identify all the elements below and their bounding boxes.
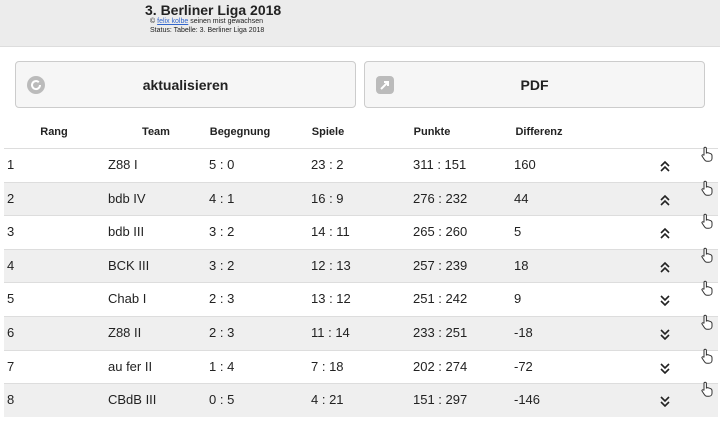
table-cell: 5 : 0 xyxy=(209,157,235,172)
table-cell: 202 : 274 xyxy=(413,358,468,374)
table-cell: bdb IV xyxy=(108,190,146,206)
table-cell: 11 : 14 xyxy=(311,325,350,340)
button-label: PDF xyxy=(520,76,549,93)
status: Status: Tabelle: 3. Berliner Liga 2018 xyxy=(150,27,265,34)
table-cell: 7 xyxy=(7,358,15,374)
table-cell: 6 xyxy=(7,325,15,340)
detail-button[interactable] xyxy=(700,146,714,165)
table-cell: 23 : 2 xyxy=(311,157,344,172)
pdf-button[interactable]: PDF xyxy=(364,61,705,108)
table-row xyxy=(4,215,718,250)
credit-prefix: © xyxy=(150,18,156,25)
table-cell: BCK III xyxy=(108,257,150,273)
table-row xyxy=(4,316,718,350)
detail-button[interactable] xyxy=(700,314,714,333)
table-cell: 3 xyxy=(7,224,15,240)
table-cell: 265 : 260 xyxy=(413,224,468,240)
table-cell: 9 xyxy=(514,291,522,307)
table-cell: 257 : 239 xyxy=(413,257,468,273)
trend-arrow xyxy=(660,362,670,377)
table-cell: 160 xyxy=(514,157,536,172)
table-cell: 4 : 1 xyxy=(209,190,235,206)
trend-arrow xyxy=(660,160,670,175)
trend-arrow xyxy=(660,194,670,209)
table-cell: 2 xyxy=(7,190,15,206)
credit-link[interactable]: felix kolbe xyxy=(157,18,189,25)
table-cell: CBdB III xyxy=(108,392,157,408)
table-cell: 12 : 13 xyxy=(311,257,351,273)
header: 3. Berliner Liga 2018 © felix kolbe sein… xyxy=(0,0,720,47)
table-cell: 2 : 3 xyxy=(209,325,235,340)
pdf-icon xyxy=(376,76,394,94)
column-header: Spiele xyxy=(311,126,345,138)
refresh-icon xyxy=(27,76,45,94)
column-header: Differenz xyxy=(515,126,563,138)
table-cell: -18 xyxy=(514,325,533,340)
column-header: Team xyxy=(142,126,170,138)
table-cell: 0 : 5 xyxy=(209,392,235,408)
table-cell: Chab I xyxy=(108,291,147,307)
trend-arrow xyxy=(660,261,670,276)
table-cell: 2 : 3 xyxy=(209,291,235,307)
table-cell: 14 : 11 xyxy=(311,224,350,240)
detail-button[interactable] xyxy=(700,180,714,199)
table-cell: 5 xyxy=(514,224,522,240)
table-cell: 251 : 242 xyxy=(413,291,468,307)
table-cell: 3 : 2 xyxy=(209,224,235,240)
credit-suffix: seinen mist gewachsen xyxy=(190,18,263,25)
column-header: Rang xyxy=(40,126,68,138)
table-cell: -72 xyxy=(514,358,533,374)
table-cell: 4 xyxy=(7,257,15,273)
column-header: Begegnung xyxy=(209,126,271,138)
table-cell: bdb III xyxy=(108,224,145,240)
table-row xyxy=(4,181,718,216)
trend-arrow xyxy=(660,395,670,410)
table-cell: 18 xyxy=(514,257,529,273)
table-row xyxy=(4,383,718,418)
table-cell: 3 : 2 xyxy=(209,257,235,273)
button-label: aktualisieren xyxy=(142,76,229,93)
table-cell: -146 xyxy=(514,392,541,408)
table-cell: 16 : 9 xyxy=(311,190,344,206)
table-cell: 1 xyxy=(7,157,15,172)
table-cell: 7 : 18 xyxy=(311,358,344,374)
table-row xyxy=(4,282,718,317)
trend-arrow xyxy=(660,227,670,242)
table-row xyxy=(4,349,718,384)
table-cell: 8 xyxy=(7,392,15,408)
detail-button[interactable] xyxy=(700,213,714,232)
title: 3. Berliner Liga 2018 xyxy=(145,2,282,18)
table-cell: 13 : 12 xyxy=(311,291,351,307)
table-cell: Z88 I xyxy=(108,157,138,172)
refresh-button[interactable]: aktualisieren xyxy=(15,61,356,108)
table-cell: 1 : 4 xyxy=(209,358,235,374)
detail-button[interactable] xyxy=(700,247,714,266)
table-cell: 233 : 251 xyxy=(413,325,468,340)
table-cell: au fer II xyxy=(108,358,153,374)
table-row xyxy=(4,248,718,283)
detail-button[interactable] xyxy=(700,280,714,299)
detail-button[interactable] xyxy=(700,381,714,400)
table-cell: 311 : 151 xyxy=(413,157,467,172)
table-row xyxy=(4,148,718,182)
table-cell: Z88 II xyxy=(108,325,142,340)
table-cell: 4 : 21 xyxy=(311,392,344,408)
trend-arrow xyxy=(660,294,670,309)
table-cell: 276 : 232 xyxy=(413,190,468,206)
credit: © felix kolbe seinen mist gewachsen xyxy=(150,18,263,25)
table-cell: 44 xyxy=(514,190,529,206)
detail-button[interactable] xyxy=(700,348,714,367)
table-cell: 5 xyxy=(7,291,15,307)
column-header: Punkte xyxy=(413,126,451,138)
table-cell: 151 : 297 xyxy=(413,392,468,408)
trend-arrow xyxy=(660,328,670,343)
